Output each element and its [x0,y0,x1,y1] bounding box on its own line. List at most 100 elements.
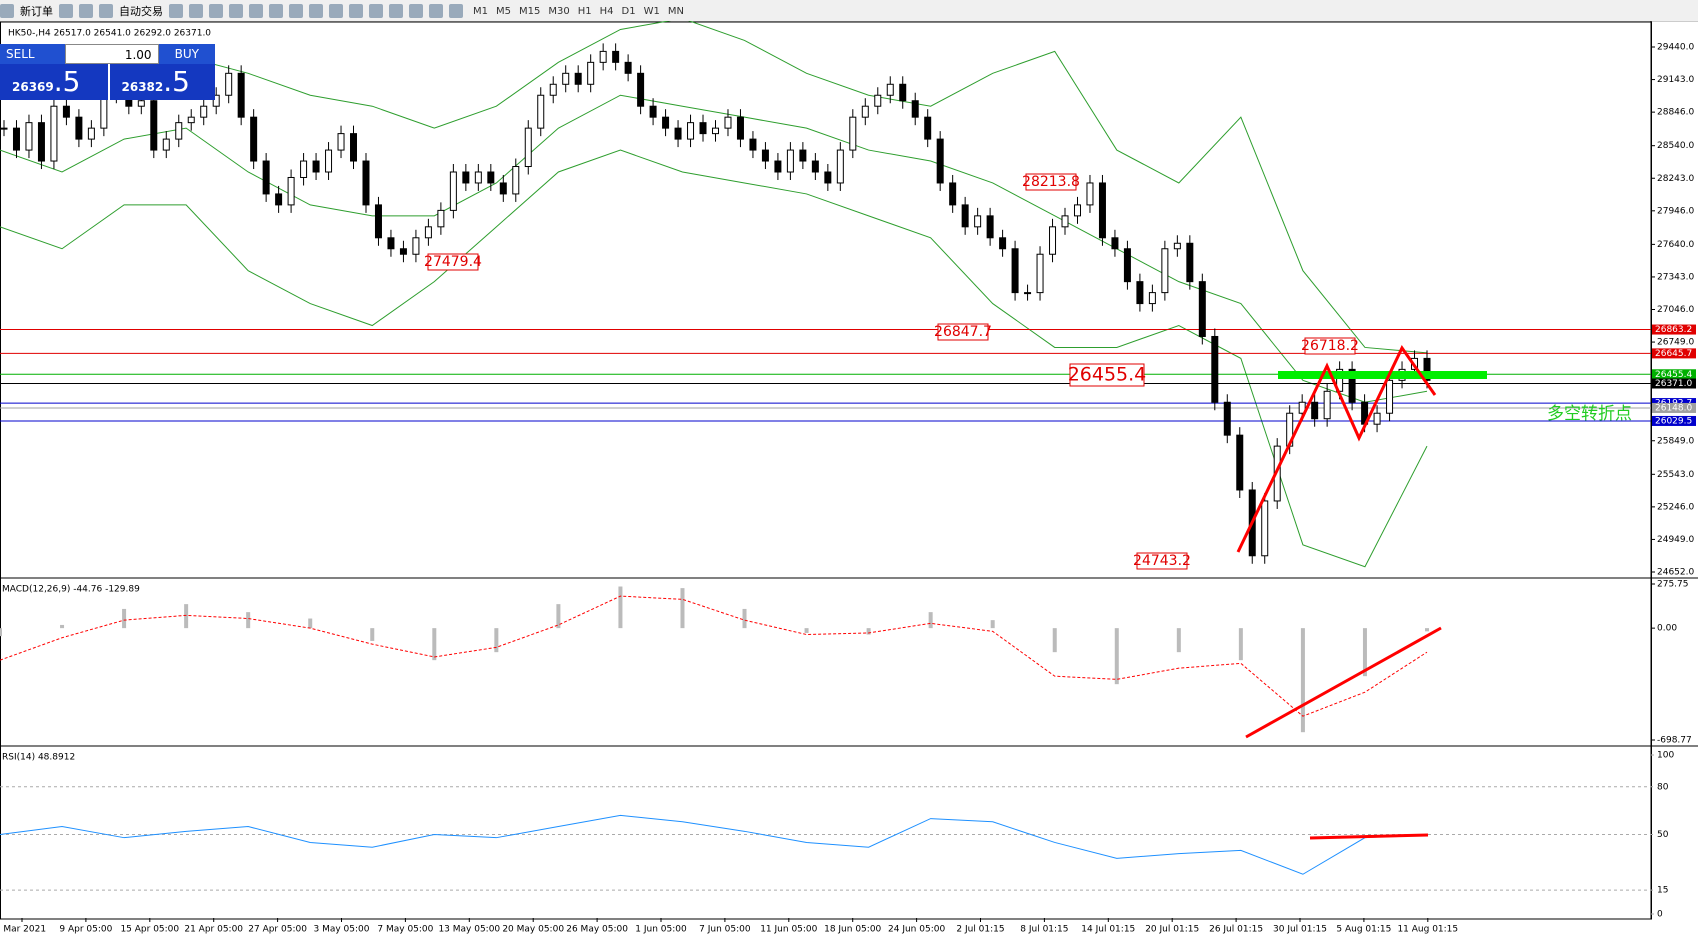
timeframe-button[interactable]: M30 [548,6,570,17]
buy-button[interactable]: BUY [174,47,199,61]
sell-button[interactable]: SELL [6,47,35,61]
candle [712,127,719,135]
x-tick-label: l Mar 2021 [0,925,46,935]
timeframe-button[interactable]: D1 [621,6,636,17]
annotation-box [937,323,989,341]
icon[interactable] [269,3,283,18]
candle [1173,242,1181,250]
chart-title: HK50-,H4 26517.0 26541.0 26292.0 26371.0 [8,29,211,39]
y-tick-label: 275.75 [1657,580,1689,590]
candle [874,94,882,107]
y-tick-label: 24652.0 [1657,568,1694,578]
candle [424,226,432,239]
candle [175,122,183,140]
timeframe-button[interactable]: M15 [519,6,541,17]
candle [961,204,969,228]
icon[interactable] [249,3,263,18]
trade-panel: SELL 1.00 BUY 26369.5 26382.5 [0,44,215,102]
candle [562,72,570,85]
candle [462,171,470,184]
icon[interactable] [369,3,383,18]
y-tick-label: 80 [1657,782,1669,792]
lots-input[interactable]: 1.00 [65,44,159,64]
candle [474,171,482,184]
macd-bar [308,618,313,629]
price-tag-label: 26455.4 [1655,370,1692,380]
macd-bar [1362,628,1367,677]
annotation-box [1025,173,1077,191]
buy-price-frac: .5 [163,65,190,98]
annotation: 28213.8 [1022,174,1080,190]
candle [187,116,195,124]
icon[interactable] [389,3,403,18]
icon[interactable] [189,3,203,18]
price-tag [1652,378,1696,389]
icon[interactable] [229,3,243,18]
candle [836,149,844,184]
candle [1348,368,1356,403]
icon[interactable] [309,3,323,18]
icon[interactable] [409,3,423,18]
price-tag [1652,369,1696,380]
x-tick-label: 7 May 05:00 [377,925,433,935]
candle [212,94,220,107]
buy-price[interactable]: 26382.5 [107,64,215,100]
icon[interactable] [329,3,343,18]
icon[interactable] [99,3,113,18]
macd-signal [0,595,1428,717]
y-tick-label: 29143.0 [1657,75,1694,85]
sell-price[interactable]: 26369.5 [0,64,106,100]
timeframe-button[interactable]: W1 [643,6,660,17]
price-tag-label: 26029.5 [1655,416,1692,426]
auto-trading-button[interactable]: 自动交易 [119,4,163,18]
candle [0,127,8,130]
icon[interactable] [0,3,14,18]
new-order-button[interactable]: 新订单 [20,4,53,18]
candle [312,160,320,173]
bollinger-band [0,94,1428,403]
x-tick-label: 2 Jul 01:15 [956,925,1004,935]
timeframe-button[interactable]: MN [667,6,684,17]
annotation: 多空转折点 [1547,404,1632,424]
candle [399,248,407,255]
annotation: 24743.2 [1133,553,1191,569]
candle [75,116,83,140]
candle [649,105,657,118]
y-tick-label: 28540.0 [1657,141,1694,151]
timeframes: M1 M5 M15 M30 H1 H4 D1 W1 MN [469,4,688,17]
timeframe-button[interactable]: H4 [599,6,614,17]
icon[interactable] [429,3,443,18]
candle [1073,204,1081,217]
timeframe-button[interactable]: H1 [577,6,592,17]
annotation: 26718.2 [1301,338,1359,354]
timeframe-button[interactable]: M5 [496,6,511,17]
icon[interactable] [59,3,73,18]
rsi-line [0,814,1428,875]
candle [1024,292,1032,295]
candle [537,94,545,129]
icon[interactable] [79,3,93,18]
y-tick-label: 24949.0 [1657,535,1694,545]
icon[interactable] [209,3,223,18]
indicator-title: RSI(14) 48.8912 [2,753,75,763]
candle [87,127,95,140]
y-tick-label: 26749.0 [1657,338,1694,348]
candle [999,237,1007,250]
candle [275,193,283,206]
candle [1386,379,1394,414]
candle [250,116,258,162]
x-tick-label: 11 Aug 01:15 [1397,925,1458,935]
candle [437,209,445,228]
icon[interactable] [169,3,183,18]
icon[interactable] [449,3,463,18]
trend-arrow [1236,345,1437,553]
icon[interactable] [349,3,363,18]
y-tick-label: 27343.0 [1657,272,1694,282]
annotation-box [1136,552,1188,570]
timeframe-button[interactable]: M1 [473,6,488,17]
macd-bar [122,608,127,629]
annotation-box [1304,337,1356,355]
icon[interactable] [289,3,303,18]
price-tag [1652,324,1696,335]
